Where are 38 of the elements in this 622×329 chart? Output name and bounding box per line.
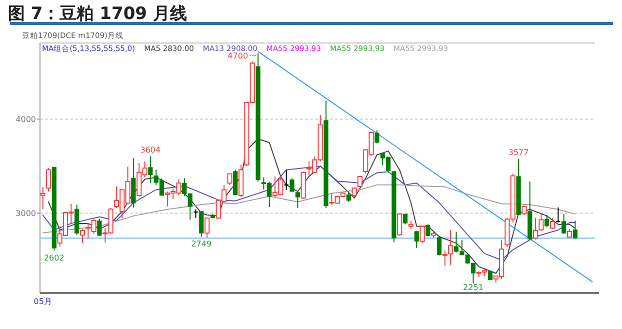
candlestick bbox=[46, 168, 52, 192]
candlestick bbox=[227, 173, 232, 186]
candlestick bbox=[572, 220, 578, 239]
candlestick bbox=[97, 218, 102, 236]
annotation: 2749 bbox=[191, 240, 212, 249]
annotation: 3577 bbox=[508, 148, 529, 157]
candlestick bbox=[426, 224, 430, 236]
candlestick bbox=[488, 270, 493, 280]
candlestick bbox=[357, 176, 363, 188]
annotation: 2602 bbox=[44, 254, 64, 263]
y-tick-label: 4000 bbox=[16, 115, 36, 124]
candlestick bbox=[352, 187, 357, 198]
candlestick bbox=[550, 217, 556, 230]
candlestick bbox=[40, 186, 46, 210]
annotation: 3604 bbox=[140, 145, 161, 154]
candlestick bbox=[420, 226, 425, 244]
candlestick bbox=[199, 210, 204, 238]
candlestick bbox=[544, 214, 550, 228]
candlestick bbox=[402, 214, 408, 225]
candlestick bbox=[414, 230, 419, 249]
candlestick bbox=[80, 228, 86, 244]
annotation: 4700 bbox=[228, 51, 248, 60]
candlestick bbox=[522, 205, 527, 216]
candlestick bbox=[346, 190, 351, 202]
y-tick-label: 3000 bbox=[16, 209, 36, 218]
candlestick bbox=[374, 130, 380, 144]
chart-title: 图 7：豆粕 1709 月线 bbox=[8, 4, 187, 24]
candlestick bbox=[562, 214, 566, 234]
candlestick bbox=[290, 178, 294, 192]
annotation: 2251 bbox=[463, 283, 484, 292]
candlestick bbox=[436, 235, 442, 256]
candlestick bbox=[397, 212, 402, 236]
candlestick bbox=[295, 190, 300, 209]
candlestick bbox=[233, 169, 238, 196]
x-tick-label: 05月 bbox=[34, 297, 52, 306]
candlestick bbox=[148, 156, 153, 184]
candlestick bbox=[204, 217, 210, 238]
line-series bbox=[42, 166, 576, 261]
